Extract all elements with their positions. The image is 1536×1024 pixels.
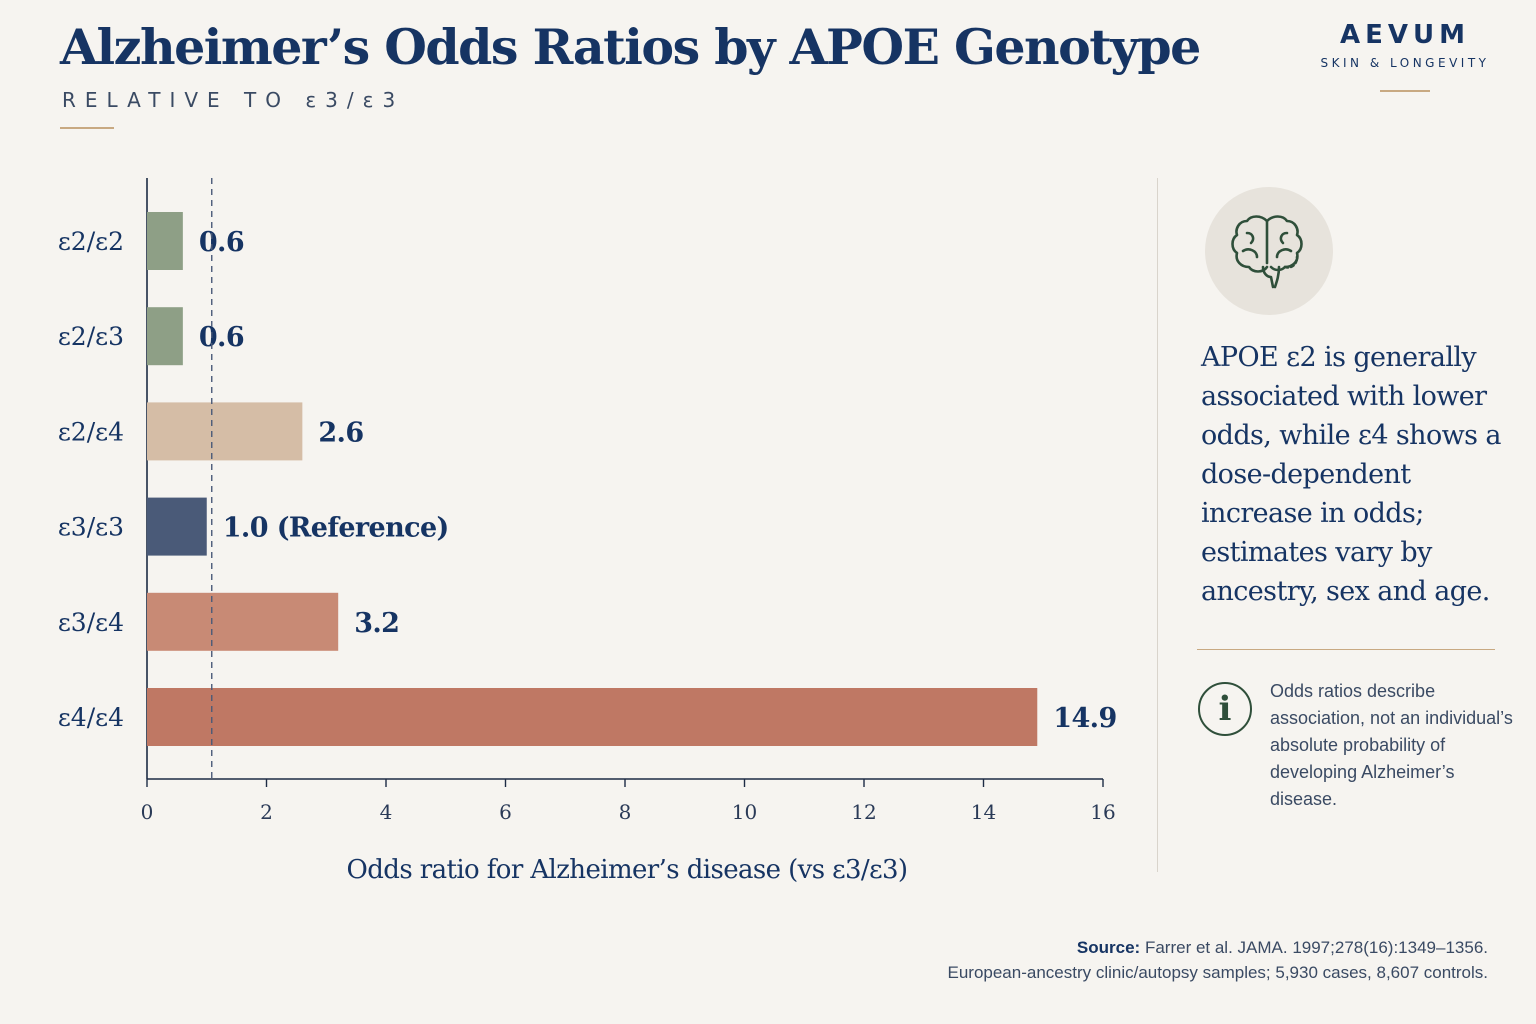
x-tick-label: 8 <box>619 800 632 824</box>
brand-logo: AEVUM SKIN & LONGEVITY <box>1300 20 1510 92</box>
data-label: 1.0 (Reference) <box>223 513 449 544</box>
category-label: ε3/ε4 <box>58 608 124 637</box>
brand-tagline: SKIN & LONGEVITY <box>1320 56 1490 70</box>
bar <box>147 688 1038 746</box>
x-tick-label: 2 <box>260 800 273 824</box>
brand-underline <box>1380 90 1430 92</box>
source-citation: Source: Farrer et al. JAMA. 1997;278(16)… <box>947 935 1488 985</box>
x-tick-label: 10 <box>732 800 757 824</box>
brain-icon <box>1231 215 1303 289</box>
info-icon: i <box>1198 682 1252 736</box>
category-label: ε2/ε3 <box>58 322 124 351</box>
panel-summary-text: APOE ε2 is generally associated with low… <box>1201 342 1501 607</box>
bar <box>147 307 183 366</box>
x-tick-label: 16 <box>1090 800 1115 824</box>
category-label: ε4/ε4 <box>58 703 124 732</box>
x-tick-label: 6 <box>499 800 512 824</box>
source-reference: Farrer et al. JAMA. 1997;278(16):1349–13… <box>1144 938 1488 957</box>
x-tick-label: 4 <box>380 800 393 824</box>
bar <box>147 497 207 556</box>
brand-name: AEVUM <box>1340 20 1470 50</box>
data-label: 3.2 <box>354 608 399 639</box>
panel-divider <box>1157 178 1158 872</box>
brain-icon-badge <box>1205 187 1333 315</box>
category-label: ε2/ε4 <box>58 417 124 446</box>
x-tick-label: 12 <box>851 800 876 824</box>
info-note-text: Odds ratios describe association, not an… <box>1270 681 1513 809</box>
panel-divider-horizontal <box>1197 649 1495 650</box>
bar <box>147 402 303 461</box>
category-label: ε3/ε3 <box>58 513 124 542</box>
bar <box>147 592 339 651</box>
data-label: 2.6 <box>318 417 363 448</box>
bar <box>147 212 183 270</box>
bar-chart: 0 2 4 6 8 10 12 14 16 ε2/ε2 0.6 ε2/ε3 0.6 ε2/ε4 2.6 ε3/… <box>58 178 1117 885</box>
data-label: 0.6 <box>199 322 244 353</box>
x-tick-label: 0 <box>141 800 154 824</box>
page-subtitle: RELATIVE TO ε3/ε3 <box>62 88 405 112</box>
data-label: 0.6 <box>199 227 244 258</box>
x-tick-label: 14 <box>971 800 996 824</box>
page-title: Alzheimer’s Odds Ratios by APOE Genotype <box>60 18 1201 76</box>
x-axis-title: Odds ratio for Alzheimer’s disease (vs ε… <box>347 855 908 885</box>
source-label: Source: <box>1076 938 1141 957</box>
source-detail: European-ancestry clinic/autopsy samples… <box>947 963 1488 982</box>
title-underline <box>60 127 114 129</box>
category-label: ε2/ε2 <box>58 227 124 256</box>
data-label: 14.9 <box>1053 703 1116 734</box>
